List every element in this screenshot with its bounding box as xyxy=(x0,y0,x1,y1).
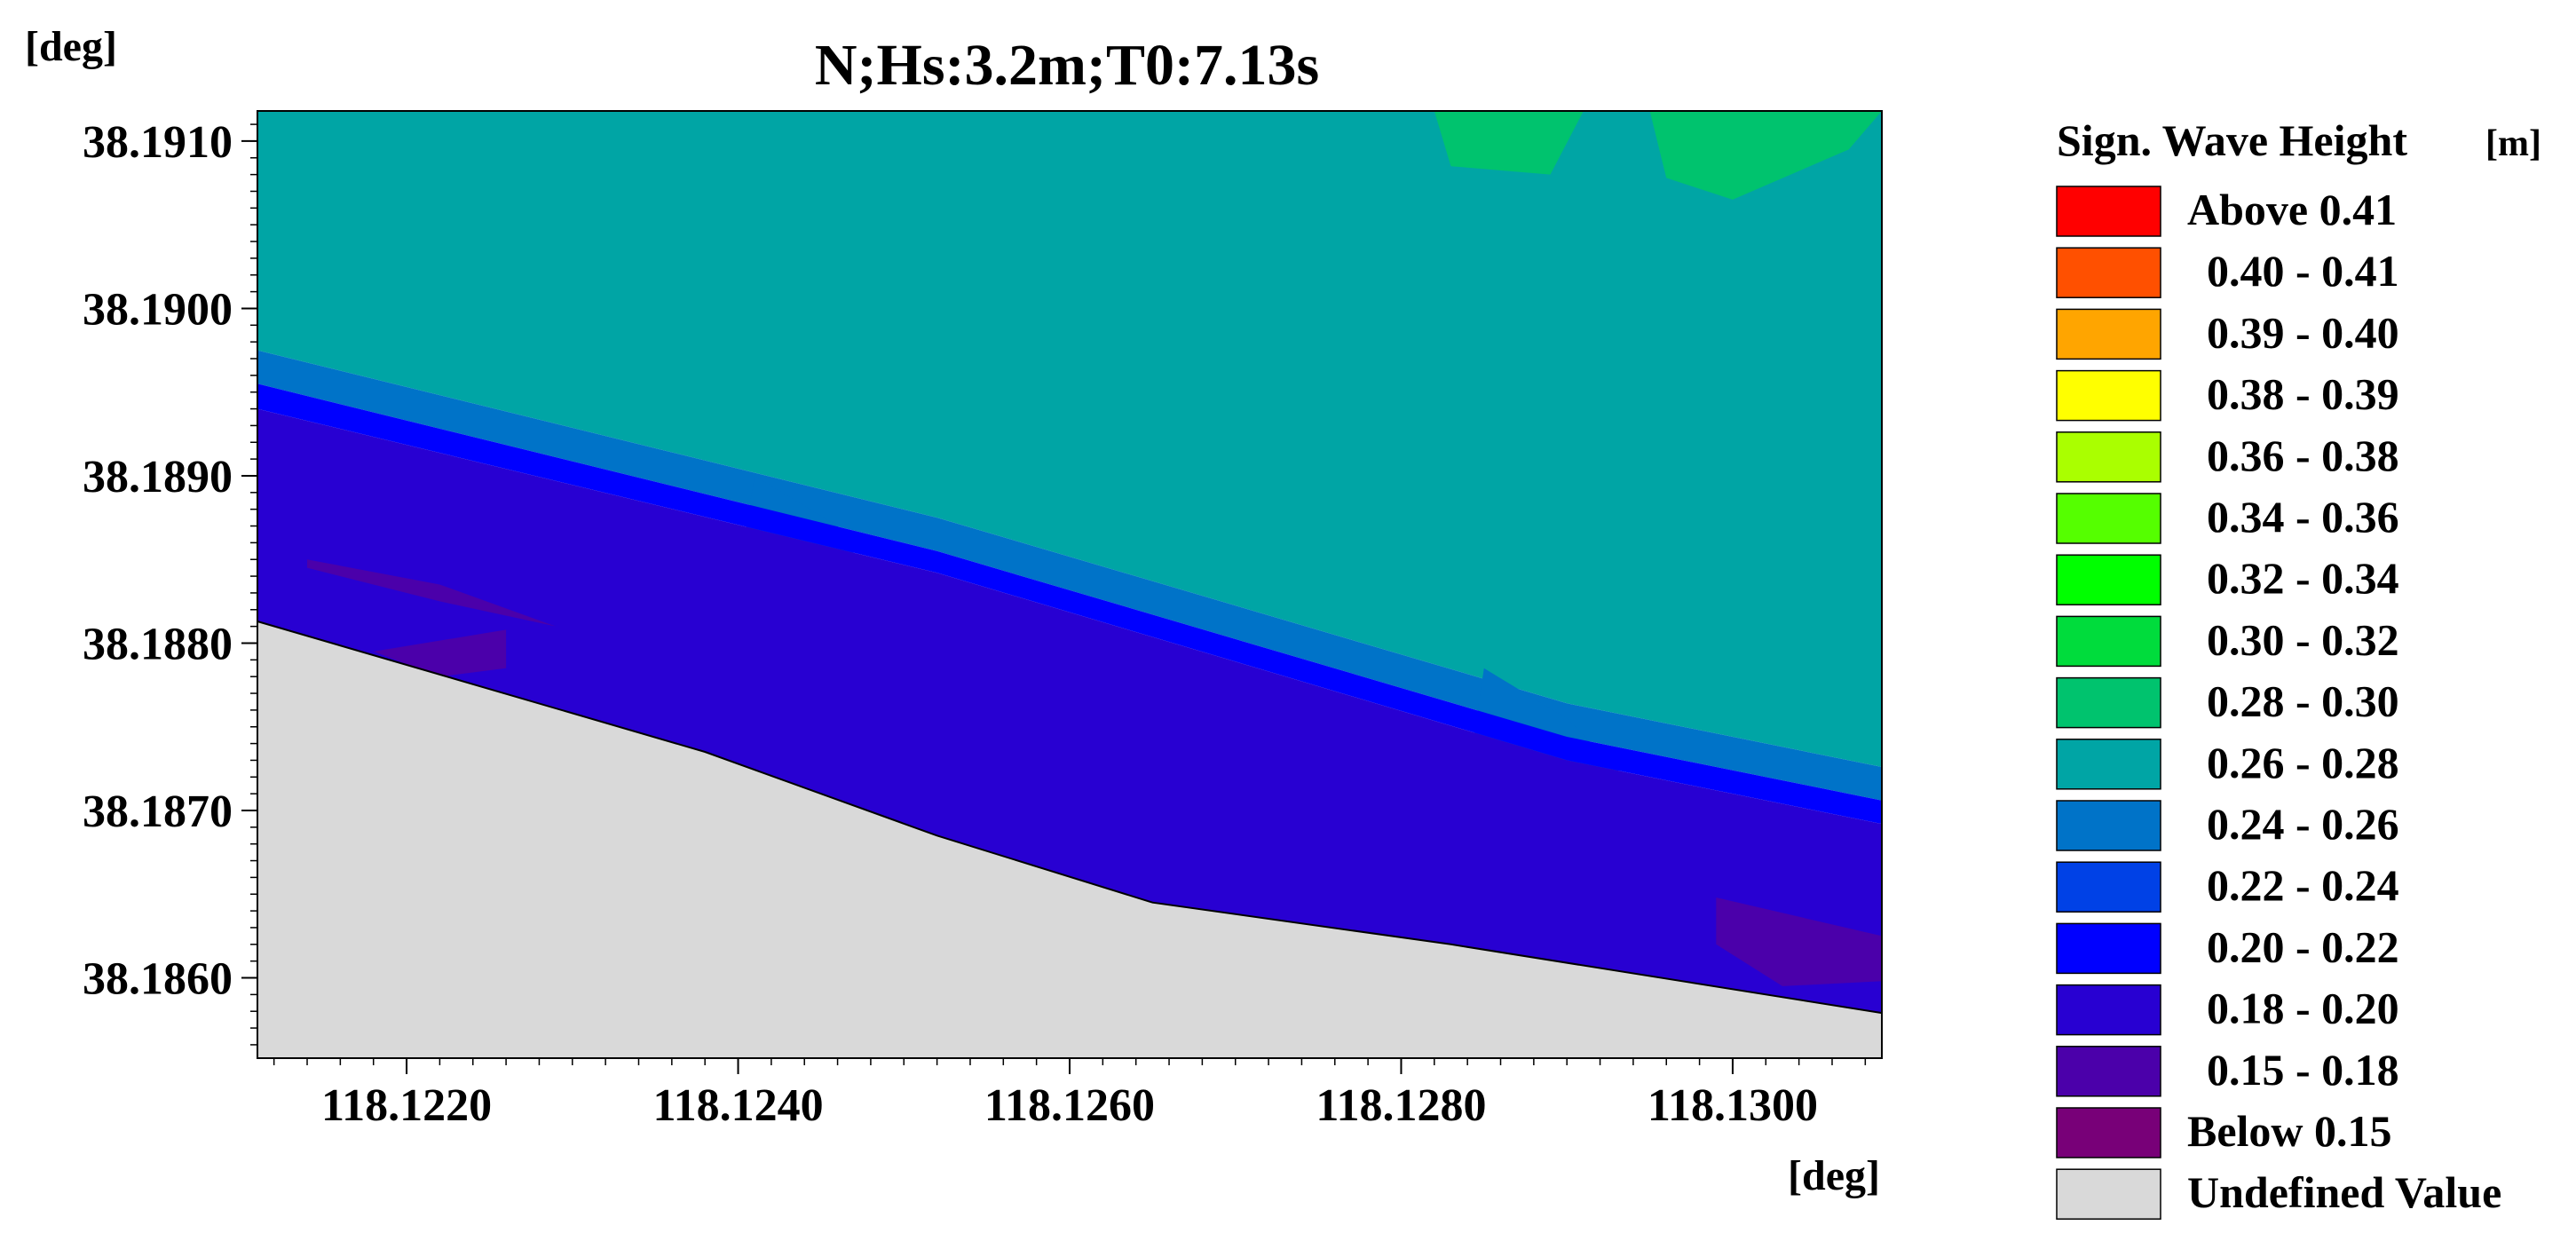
legend-label: 0.32 - 0.34 xyxy=(2207,553,2399,603)
axes: 118.1220 118.1240 118.1260 118.1280 118.1300… xyxy=(83,110,1883,1131)
legend-swatch xyxy=(2056,431,2161,483)
x-tick-label: 118.1260 xyxy=(984,1080,1155,1131)
region-low-patch-3 xyxy=(1716,897,1882,986)
legend-swatch xyxy=(2056,493,2161,544)
y-tick-label: 38.1890 xyxy=(83,452,233,502)
legend-swatch xyxy=(2056,676,2161,729)
y-tick-label: 38.1900 xyxy=(83,284,233,335)
shoreline-edge xyxy=(257,621,1883,1015)
plot-area xyxy=(257,111,1883,1058)
legend-swatch xyxy=(2056,615,2161,668)
legend-swatch xyxy=(2056,369,2161,422)
region-higher-patch-1 xyxy=(1434,111,1584,175)
legend-label: 0.34 - 0.36 xyxy=(2207,492,2399,542)
legend-swatch xyxy=(2056,1107,2161,1158)
legend-swatch xyxy=(2056,984,2161,1036)
y-tick-label: 38.1880 xyxy=(83,619,233,669)
legend-swatch xyxy=(2056,800,2161,851)
region-shoreline-band xyxy=(257,350,1882,801)
legend-label: 0.40 - 0.41 xyxy=(2207,246,2399,296)
legend-swatch xyxy=(2056,1168,2161,1220)
legend-label: 0.22 - 0.24 xyxy=(2207,860,2399,910)
y-axis-label: [deg] xyxy=(25,23,117,70)
legend-swatch xyxy=(2056,308,2161,360)
legend-label: 0.28 - 0.30 xyxy=(2207,676,2399,726)
x-tick-label: 118.1220 xyxy=(321,1080,492,1131)
x-tick-label: 118.1280 xyxy=(1316,1080,1486,1131)
legend-swatch xyxy=(2056,554,2161,605)
legend-swatch xyxy=(2056,186,2161,237)
legend-label: 0.38 - 0.39 xyxy=(2207,369,2399,419)
legend-label: 0.20 - 0.22 xyxy=(2207,921,2399,971)
legend: Above 0.41 0.40 - 0.41 0.39 - 0.40 0.38 - 0… xyxy=(2056,185,2501,1220)
y-tick-label: 38.1860 xyxy=(83,954,233,1005)
legend-label: 0.26 - 0.28 xyxy=(2207,738,2399,787)
legend-swatch xyxy=(2056,739,2161,790)
legend-label: 0.18 - 0.20 xyxy=(2207,984,2399,1033)
x-axis-label: [deg] xyxy=(1788,1152,1880,1199)
legend-swatch xyxy=(2056,1046,2161,1097)
legend-unit: [m] xyxy=(2485,123,2541,164)
legend-title: Sign. Wave Height xyxy=(2057,115,2407,165)
legend-swatch xyxy=(2056,247,2161,298)
legend-label: 0.36 - 0.38 xyxy=(2207,431,2399,480)
chart-title: N;Hs:3.2m;T0:7.13s xyxy=(815,33,1319,98)
x-tick-label: 118.1300 xyxy=(1648,1080,1818,1131)
region-higher-patch-2 xyxy=(1649,111,1882,200)
legend-swatch xyxy=(2056,861,2161,913)
legend-label: Undefined Value xyxy=(2187,1167,2501,1217)
region-nearshore-channel xyxy=(257,383,1882,825)
y-tick-label: 38.1910 xyxy=(83,117,233,168)
legend-label: Below 0.15 xyxy=(2187,1106,2392,1156)
region-basin xyxy=(257,408,1882,1014)
legend-label: 0.39 - 0.40 xyxy=(2207,307,2399,357)
legend-swatch xyxy=(2056,922,2161,975)
legend-label: 0.30 - 0.32 xyxy=(2207,614,2399,664)
y-tick-label: 38.1870 xyxy=(83,787,233,837)
region-low-patch-1 xyxy=(307,559,557,627)
region-low-patch-2 xyxy=(373,629,507,677)
legend-label: 0.24 - 0.26 xyxy=(2207,799,2399,849)
legend-label: Above 0.41 xyxy=(2187,185,2397,234)
region-offshore xyxy=(257,111,1882,767)
x-tick-label: 118.1240 xyxy=(652,1080,823,1131)
legend-label: 0.15 - 0.18 xyxy=(2207,1045,2399,1095)
